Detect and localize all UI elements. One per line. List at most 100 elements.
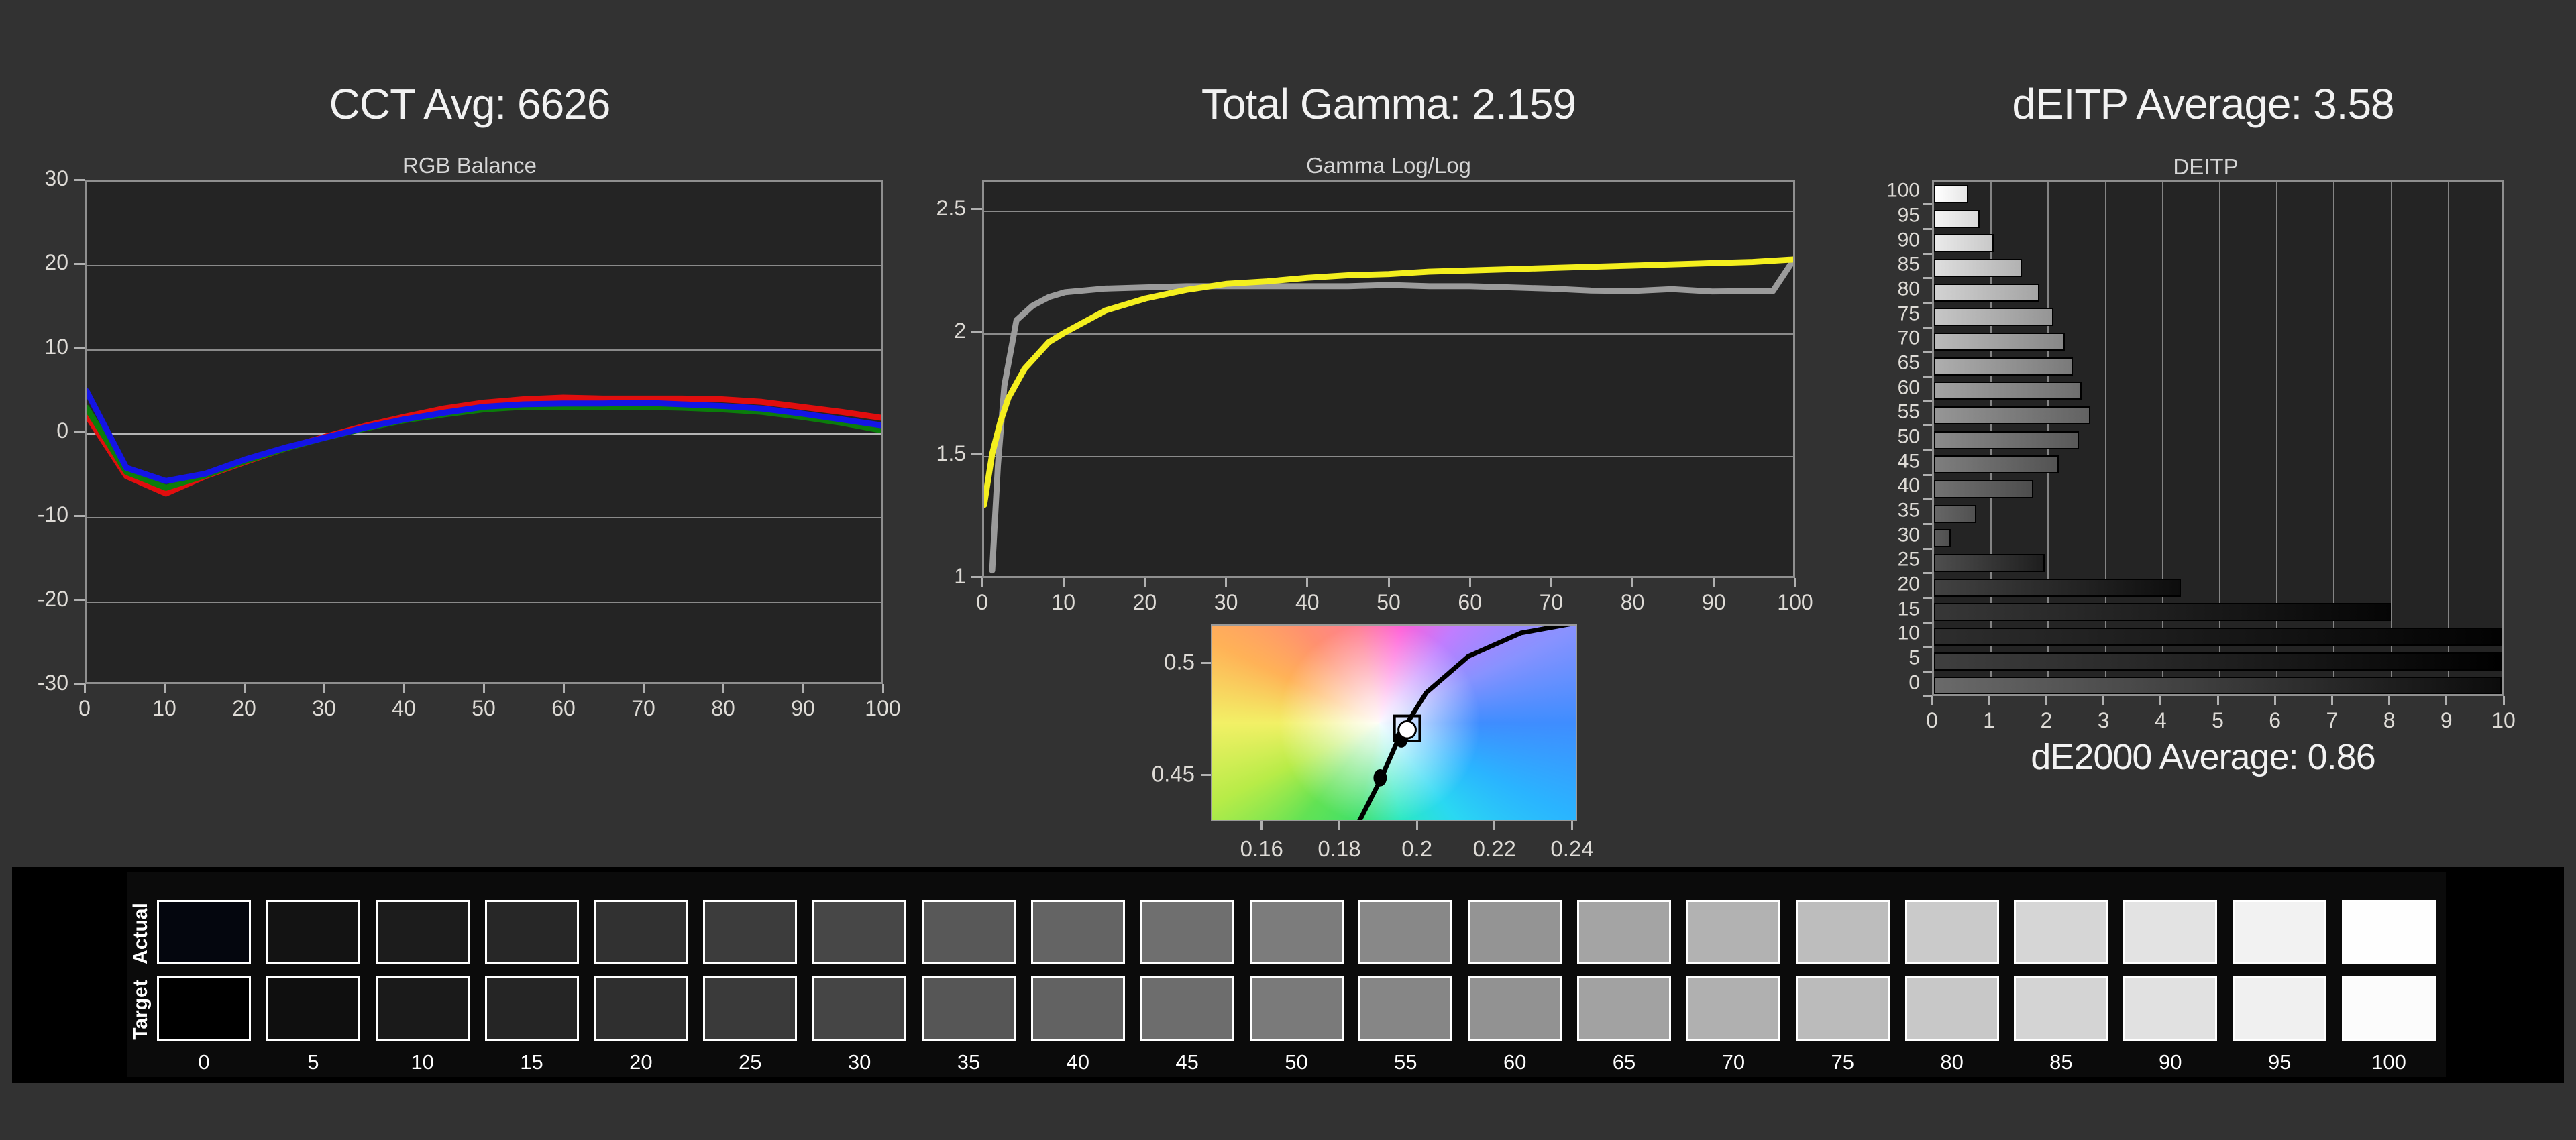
- deitp-y-label: 10: [1897, 622, 1920, 644]
- grayscale-level-label: 100: [2371, 1050, 2406, 1074]
- deitp-y-tick: [1923, 326, 1932, 329]
- deitp-y-tick: [1923, 424, 1932, 427]
- deitp-bar: [1934, 234, 1994, 253]
- y-tick-label: 2.5: [936, 195, 966, 220]
- y-tick-label: 1: [954, 563, 966, 588]
- x-tick-label: 0: [78, 696, 91, 720]
- y-tick: [971, 208, 982, 211]
- gridline: [2104, 182, 2106, 694]
- deitp-bar: [1934, 627, 2502, 646]
- deitp-y-label: 40: [1897, 474, 1920, 497]
- gridline: [2276, 182, 2278, 694]
- x-tick: [1988, 696, 1990, 705]
- x-tick: [2330, 696, 2333, 705]
- deitp-y-label: 90: [1897, 229, 1920, 251]
- x-tick-label: 9: [2440, 708, 2453, 732]
- cie-x-tick: [1260, 821, 1263, 830]
- deitp-bar: [1934, 406, 2090, 424]
- x-tick-label: 4: [2154, 708, 2167, 732]
- x-tick: [2273, 696, 2276, 705]
- y-tick: [971, 331, 982, 333]
- gamma-title: Total Gamma: 2.159: [1201, 80, 1576, 128]
- deitp-y-label: 70: [1897, 327, 1920, 349]
- cie-x-tick-label: 0.16: [1240, 836, 1283, 861]
- grayscale-level-label: 0: [198, 1050, 210, 1074]
- deitp-y-label: 15: [1897, 597, 1920, 620]
- x-tick-label: 70: [631, 696, 655, 720]
- deitp-subtitle: DEITP: [2173, 154, 2239, 179]
- white-point-target-square: [1393, 714, 1421, 742]
- grayscale-level-label: 15: [520, 1050, 543, 1074]
- x-tick-label: 5: [2212, 708, 2224, 732]
- cie-x-tick: [1570, 821, 1573, 830]
- grayscale-level-label: 35: [957, 1050, 981, 1074]
- deitp-bar: [1934, 357, 2074, 376]
- y-tick-label: 20: [44, 250, 68, 275]
- y-tick: [971, 576, 982, 579]
- grayscale-swatch-actual: [375, 900, 470, 964]
- grayscale-swatch-target: [2014, 976, 2108, 1041]
- grayscale-swatch-actual: [1904, 900, 1999, 964]
- rgb-panel-svg: [87, 388, 881, 497]
- grayscale-swatch-actual: [1249, 900, 1344, 964]
- x-tick-label: 50: [1377, 590, 1401, 614]
- x-tick: [1631, 578, 1634, 587]
- deitp-bar: [1934, 652, 2502, 671]
- grayscale-swatch-actual: [484, 900, 579, 964]
- deitp-y-tick: [1923, 646, 1932, 648]
- gridline: [2390, 182, 2392, 694]
- x-tick: [722, 684, 724, 693]
- deitp-y-tick: [1923, 400, 1932, 402]
- x-tick: [2102, 696, 2105, 705]
- blue-series-line: [87, 388, 881, 484]
- grayscale-swatch-actual: [1577, 900, 1671, 964]
- x-tick-label: 90: [1702, 590, 1726, 614]
- x-tick-label: 3: [2097, 708, 2110, 732]
- grayscale-swatch-target: [1904, 976, 1999, 1041]
- grayscale-level-label: 10: [411, 1050, 434, 1074]
- x-tick-label: 20: [232, 696, 256, 720]
- deitp-bar: [1934, 209, 1980, 228]
- y-tick-label: -20: [37, 586, 68, 611]
- gridline: [2161, 182, 2163, 694]
- grayscale-swatch-actual: [2123, 900, 2218, 964]
- grayscale-swatch-actual: [2014, 900, 2108, 964]
- deitp-y-tick: [1923, 473, 1932, 476]
- x-tick-label: 6: [2269, 708, 2282, 732]
- grayscale-swatch-target: [1468, 976, 1562, 1041]
- de2000-average-text: dE2000 Average: 0.86: [2031, 737, 2375, 777]
- x-tick: [881, 684, 884, 693]
- x-tick: [482, 684, 485, 693]
- deitp-y-tick: [1923, 277, 1932, 280]
- grayscale-swatch-target: [2233, 976, 2327, 1041]
- grayscale-swatch-actual: [1140, 900, 1234, 964]
- deitp-bar: [1934, 677, 2502, 694]
- x-tick: [1794, 578, 1796, 587]
- deitp-y-label: 75: [1897, 302, 1920, 325]
- x-tick: [2045, 696, 2047, 705]
- x-tick: [323, 684, 325, 693]
- x-tick: [402, 684, 405, 693]
- cct-title: CCT Avg: 6626: [329, 80, 611, 128]
- cie-x-tick: [1338, 821, 1340, 830]
- grayscale-level-label: 85: [2049, 1050, 2073, 1074]
- grayscale-swatch-target: [375, 976, 470, 1041]
- deitp-bar: [1934, 308, 2053, 327]
- y-tick: [74, 599, 85, 602]
- grayscale-swatch-actual: [812, 900, 907, 964]
- x-tick: [802, 684, 804, 693]
- grayscale-level-label: 95: [2267, 1050, 2292, 1074]
- deitp-y-tick: [1923, 351, 1932, 353]
- deitp-y-label: 20: [1897, 573, 1920, 595]
- deitp-y-tick: [1923, 572, 1932, 575]
- grayscale-level-label: 65: [1612, 1050, 1636, 1074]
- rgb-balance-chart: [85, 180, 883, 684]
- y-tick: [74, 178, 85, 181]
- y-tick-label: 10: [44, 334, 68, 359]
- deitp-y-label: 45: [1897, 450, 1920, 473]
- deitp-title: dEITP Average: 3.58: [2012, 80, 2394, 128]
- grayscale-swatch-target: [922, 976, 1016, 1041]
- gamma-panel-svg: [984, 256, 1793, 574]
- deitp-bar: [1934, 479, 2033, 498]
- x-tick-label: 40: [1295, 590, 1320, 614]
